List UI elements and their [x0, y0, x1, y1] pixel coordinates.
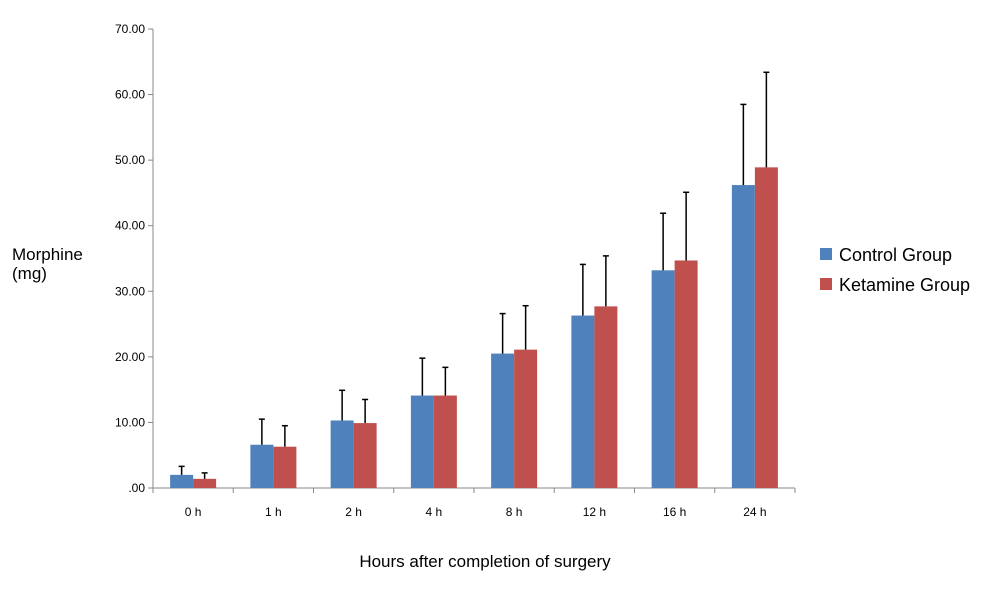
legend-label-ketamine: Ketamine Group [839, 275, 970, 295]
bar [433, 395, 457, 488]
x-tick-label: 4 h [426, 505, 443, 519]
bar [514, 349, 538, 488]
x-tick-label: 0 h [185, 505, 202, 519]
y-tick-label: 20.00 [115, 350, 145, 364]
bars [170, 167, 778, 488]
legend-swatch-ketamine [820, 278, 832, 290]
bar [410, 395, 434, 488]
bar [491, 353, 515, 488]
y-tick-label: 30.00 [115, 284, 145, 298]
x-axis-label: Hours after completion of surgery [359, 552, 611, 571]
y-tick-label: 60.00 [115, 88, 145, 102]
y-tick-label: 70.00 [115, 22, 145, 36]
x-categories: 0 h 1 h 2 h 4 h 8 h 12 h 16 h 24 h [152, 488, 796, 519]
bar [651, 270, 675, 488]
y-axis-label-line2: (mg) [12, 264, 47, 283]
bar [273, 446, 297, 488]
bar [754, 167, 778, 488]
legend-label-control: Control Group [839, 245, 952, 265]
bar [731, 185, 755, 488]
x-tick-label: 8 h [506, 505, 523, 519]
x-tick-label: 2 h [345, 505, 362, 519]
y-tick-label: 10.00 [115, 415, 145, 429]
legend-swatch-control [820, 248, 832, 260]
y-tick-label: 40.00 [115, 219, 145, 233]
x-tick-label: 24 h [743, 505, 766, 519]
axes [152, 29, 795, 489]
bar [250, 444, 274, 488]
y-axis-label-line1: Morphine [12, 245, 83, 264]
x-tick-label: 16 h [663, 505, 686, 519]
y-ticks: .00 10.00 20.00 30.00 40.00 50.00 60.00 70.00 [115, 22, 153, 495]
bar [170, 474, 194, 488]
bar [571, 315, 595, 488]
bar [353, 423, 377, 488]
bar [330, 420, 354, 488]
error-bars [178, 71, 770, 479]
legend: Control Group Ketamine Group [820, 245, 970, 295]
y-tick-label: 50.00 [115, 153, 145, 167]
bar [193, 478, 217, 488]
y-tick-label: .00 [128, 481, 145, 495]
x-tick-label: 1 h [265, 505, 282, 519]
bar [594, 306, 618, 488]
x-tick-label: 12 h [583, 505, 606, 519]
bar [674, 260, 698, 488]
